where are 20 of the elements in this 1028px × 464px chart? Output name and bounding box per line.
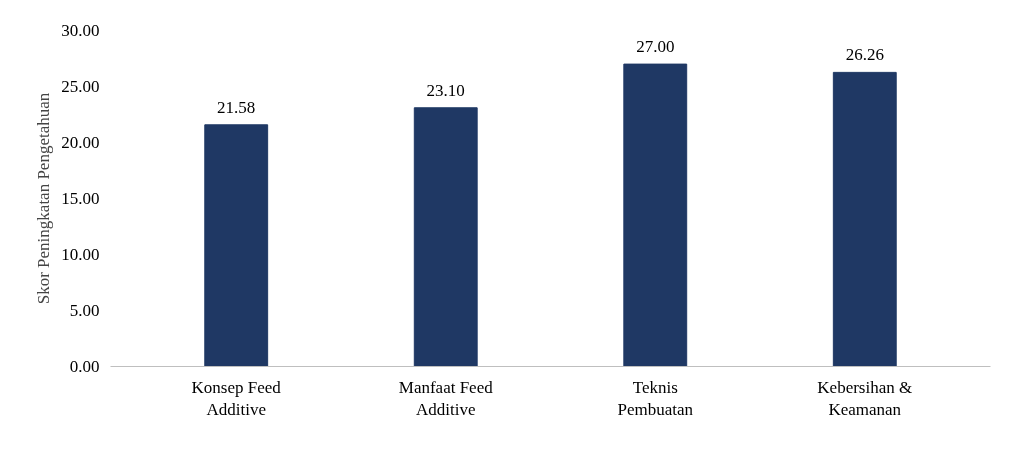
y-tick-label: 10.00 bbox=[61, 245, 100, 264]
y-tick-label: 0.00 bbox=[69, 357, 100, 376]
data-label: 21.58 bbox=[217, 97, 256, 117]
y-axis-title: Skor Peningkatan Pengetahuan bbox=[34, 92, 54, 305]
bar bbox=[413, 107, 478, 367]
y-tick-label: 20.00 bbox=[61, 133, 100, 152]
x-tick-label: Manfaat Feed Additive bbox=[398, 377, 494, 420]
x-tick-label: Teknis Pembuatan bbox=[617, 377, 694, 420]
y-tick-label: 30.00 bbox=[61, 21, 100, 40]
y-tick-label: 15.00 bbox=[61, 189, 100, 208]
x-tick-label: Kebersihan & Keamanan bbox=[817, 377, 913, 420]
data-label: 26.26 bbox=[845, 45, 884, 65]
bar bbox=[623, 63, 688, 367]
data-label: 27.00 bbox=[636, 37, 675, 57]
y-tick-label: 5.00 bbox=[69, 301, 100, 320]
x-tick-label: Konsep Feed Additive bbox=[191, 377, 282, 420]
bar bbox=[204, 124, 269, 367]
bar bbox=[832, 71, 897, 367]
data-label: 23.10 bbox=[426, 80, 465, 100]
y-tick-label: 25.00 bbox=[61, 77, 100, 96]
